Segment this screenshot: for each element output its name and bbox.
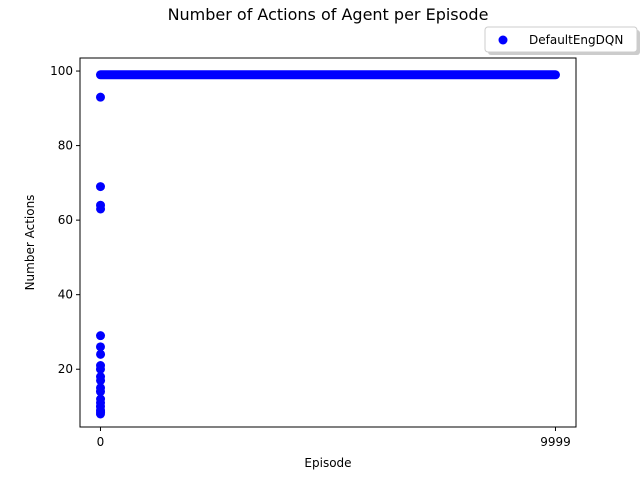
y-tick-label: 20 xyxy=(58,362,73,376)
legend: DefaultEngDQN xyxy=(484,26,640,55)
y-axis-label: Number Actions xyxy=(23,195,37,291)
y-axis: 20 40 60 80 100 xyxy=(50,64,80,376)
legend-label: DefaultEngDQN xyxy=(529,33,623,47)
y-tick-label: 40 xyxy=(58,288,73,302)
x-axis: 0 9999 xyxy=(97,427,571,449)
data-point xyxy=(96,375,106,385)
data-point xyxy=(95,387,105,397)
axes-frame xyxy=(79,57,577,428)
x-tick-label: 0 xyxy=(97,435,105,449)
legend-box xyxy=(484,26,638,53)
y-tick-label: 100 xyxy=(50,64,73,78)
legend-marker xyxy=(498,35,508,45)
data-point xyxy=(95,364,105,374)
data-point xyxy=(96,349,106,359)
x-axis-label: Episode xyxy=(304,456,351,470)
y-tick-label: 60 xyxy=(58,213,73,227)
data-point xyxy=(95,409,105,419)
data-point xyxy=(96,204,106,214)
data-point xyxy=(95,92,105,102)
x-tick-label: 9999 xyxy=(540,435,571,449)
chart-title: Number of Actions of Agent per Episode xyxy=(168,5,489,24)
data-point xyxy=(96,331,106,341)
data-point xyxy=(95,342,105,352)
plot-area xyxy=(95,70,560,419)
y-tick-label: 80 xyxy=(58,139,73,153)
data-point xyxy=(95,182,105,192)
